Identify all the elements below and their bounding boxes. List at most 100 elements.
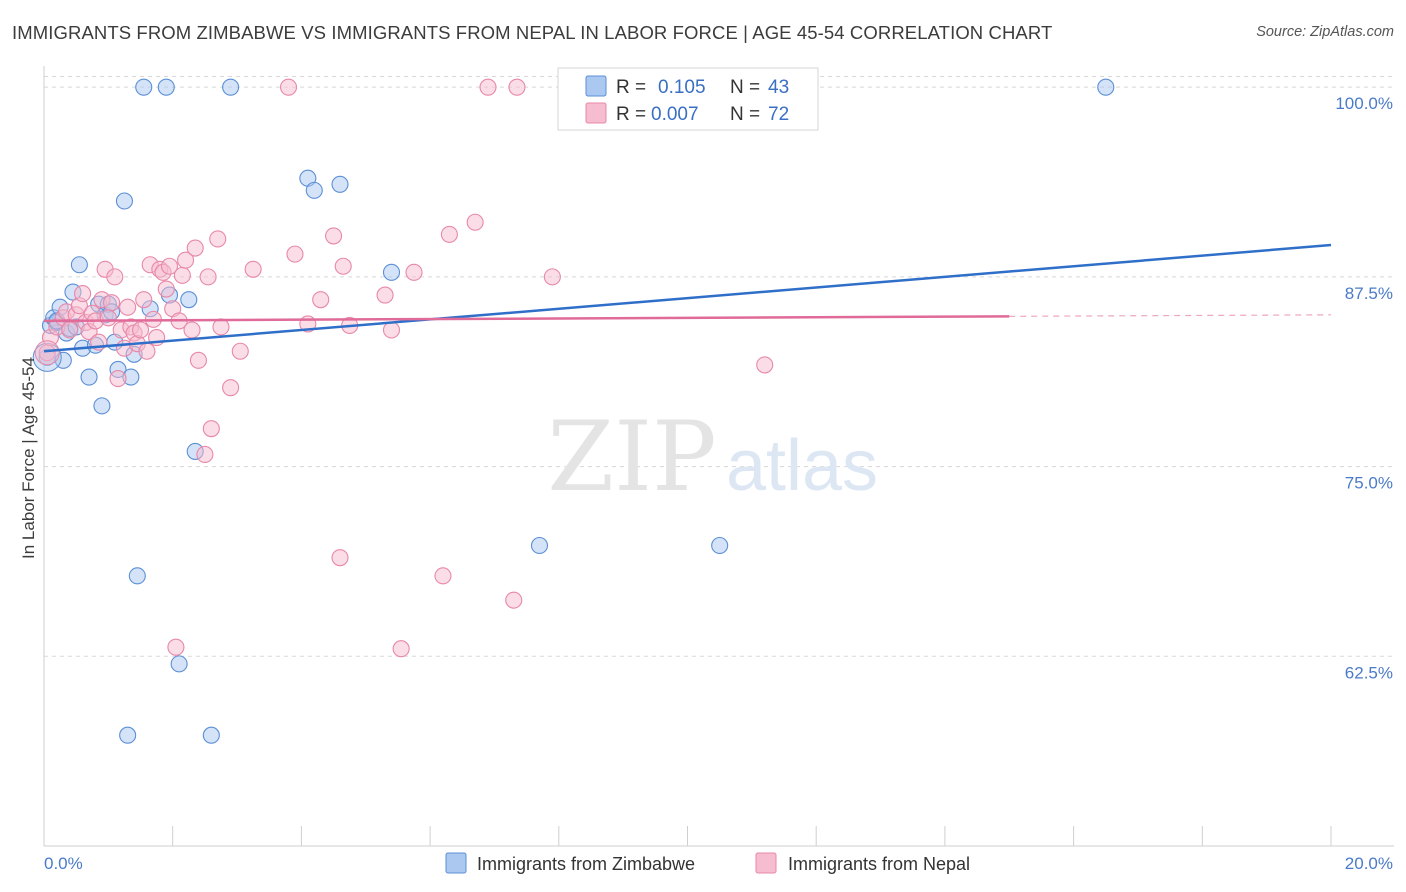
- watermark: ZIP atlas: [547, 401, 878, 513]
- nepal-point-70: [756, 356, 774, 374]
- legend-zimbabwe-r-label: R =: [616, 77, 646, 98]
- nepal-point-52: [286, 245, 304, 263]
- zimbabwe-point-26: [157, 78, 175, 96]
- nepal-point-40: [177, 251, 195, 269]
- nepal-point-67: [505, 591, 523, 609]
- zimbabwe-point-35: [331, 175, 349, 193]
- zimbabwe-point-32: [222, 78, 240, 96]
- nepal-point-35: [160, 257, 179, 275]
- nepal-point-51: [244, 260, 262, 278]
- nepal-point-26: [131, 321, 150, 339]
- zimbabwe-trend-line: [43, 243, 1332, 353]
- nepal-point-48: [212, 318, 230, 336]
- nepal-point-22: [119, 298, 137, 316]
- nepal-trend-extension: [1009, 314, 1332, 317]
- nepal-point-49: [222, 379, 240, 397]
- legend-box: R = 0.105 N = 43 R = 0.007 N = 72: [557, 67, 819, 131]
- nepal-point-69: [543, 268, 561, 286]
- bottom-legend-nepal-swatch: [755, 852, 777, 874]
- zimbabwe-point-36: [382, 263, 401, 281]
- zimbabwe-point-38: [711, 536, 729, 555]
- nepal-point-18: [106, 268, 124, 286]
- y-tick-labels: 62.5% 75.0% 87.5% 100.0%: [1335, 94, 1393, 682]
- source-credit: Source: ZipAtlas.com: [1256, 24, 1394, 40]
- zimbabwe-point-24: [135, 78, 153, 96]
- zimbabwe-point-39: [1097, 78, 1115, 96]
- zimbabwe-point-14: [93, 397, 111, 415]
- nepal-point-61: [392, 640, 410, 658]
- nepal-point-39: [173, 266, 191, 284]
- nepal-point-5: [61, 321, 79, 339]
- nepal-point-27: [135, 291, 153, 309]
- nepal-point-68: [508, 78, 526, 96]
- bottom-legend-nepal-label: Immigrants from Nepal: [788, 854, 970, 874]
- legend-nepal-swatch: [585, 102, 607, 124]
- nepal-point-59: [376, 286, 394, 304]
- nepal-point-46: [202, 420, 220, 438]
- nepal-point-16: [99, 309, 117, 327]
- nepal-point-65: [466, 213, 484, 231]
- legend-zimbabwe-r-value: 0.105: [658, 77, 706, 98]
- nepal-point-54: [312, 291, 330, 309]
- nepal-point-43: [189, 351, 207, 369]
- nepal-point-64: [440, 225, 458, 243]
- legend-zimbabwe-swatch: [585, 75, 607, 97]
- legend-zimbabwe-n-label: N =: [730, 77, 760, 98]
- bottom-legend-zimbabwe-swatch: [445, 852, 467, 874]
- series-nepal-points: [34, 78, 774, 658]
- nepal-point-17: [103, 294, 121, 312]
- bottom-legend-zimbabwe-label: Immigrants from Zimbabwe: [477, 854, 695, 874]
- bottom-legend: Immigrants from Zimbabwe Immigrants from…: [445, 852, 970, 874]
- legend-nepal-r-value: 0.007: [651, 104, 699, 125]
- legend-nepal-n-label: N =: [730, 104, 760, 125]
- zimbabwe-point-20: [115, 192, 133, 210]
- x-tick-label-max: 20.0%: [1345, 854, 1393, 873]
- nepal-point-37: [167, 638, 185, 656]
- zimbabwe-point-34: [305, 181, 323, 199]
- zimbabwe-point-29: [180, 291, 198, 309]
- nepal-point-56: [331, 549, 349, 567]
- legend-nepal-r-label: R =: [616, 104, 646, 125]
- zimbabwe-point-28: [170, 655, 188, 673]
- zimbabwe-point-37: [530, 536, 549, 555]
- axes: [43, 66, 1394, 847]
- grid-lines: [44, 76, 1394, 657]
- nepal-point-8: [74, 285, 92, 303]
- trend-lines: [43, 243, 1332, 353]
- y-tick-label-1: 75.0%: [1345, 474, 1393, 493]
- zimbabwe-point-9: [70, 256, 88, 274]
- nepal-point-71: [279, 78, 298, 96]
- nepal-point-28: [138, 342, 156, 360]
- legend-nepal-n-value: 72: [768, 104, 789, 125]
- nepal-trend-line: [43, 315, 1010, 323]
- y-tick-label-0: 62.5%: [1345, 663, 1393, 682]
- x-tick-label-min: 0.0%: [44, 854, 83, 873]
- nepal-cluster-point: [34, 340, 60, 366]
- nepal-point-34: [157, 280, 175, 298]
- nepal-point-41: [183, 321, 201, 339]
- nepal-point-66: [479, 78, 497, 96]
- nepal-point-60: [382, 321, 401, 339]
- nepal-point-47: [209, 230, 227, 248]
- legend-zimbabwe-n-value: 43: [768, 77, 789, 98]
- watermark-zip: ZIP: [547, 401, 716, 513]
- nepal-point-63: [434, 567, 452, 585]
- nepal-point-19: [109, 370, 127, 388]
- nepal-point-50: [231, 342, 249, 360]
- nepal-point-57: [334, 257, 352, 275]
- y-tick-label-2: 87.5%: [1345, 284, 1393, 303]
- zimbabwe-point-31: [202, 726, 220, 744]
- y-axis-label: In Labor Force | Age 45-54: [19, 357, 38, 559]
- zimbabwe-point-11: [80, 368, 98, 386]
- nepal-point-42: [186, 239, 204, 257]
- nepal-point-62: [405, 263, 423, 281]
- y-tick-label-3: 100.0%: [1335, 94, 1393, 113]
- nepal-point-44: [196, 445, 214, 463]
- watermark-atlas: atlas: [726, 426, 878, 506]
- zimbabwe-point-23: [128, 567, 146, 585]
- zimbabwe-point-41: [119, 726, 137, 744]
- chart-title: IMMIGRANTS FROM ZIMBABWE VS IMMIGRANTS F…: [12, 22, 1053, 43]
- nepal-point-45: [199, 268, 217, 286]
- nepal-point-55: [325, 227, 343, 245]
